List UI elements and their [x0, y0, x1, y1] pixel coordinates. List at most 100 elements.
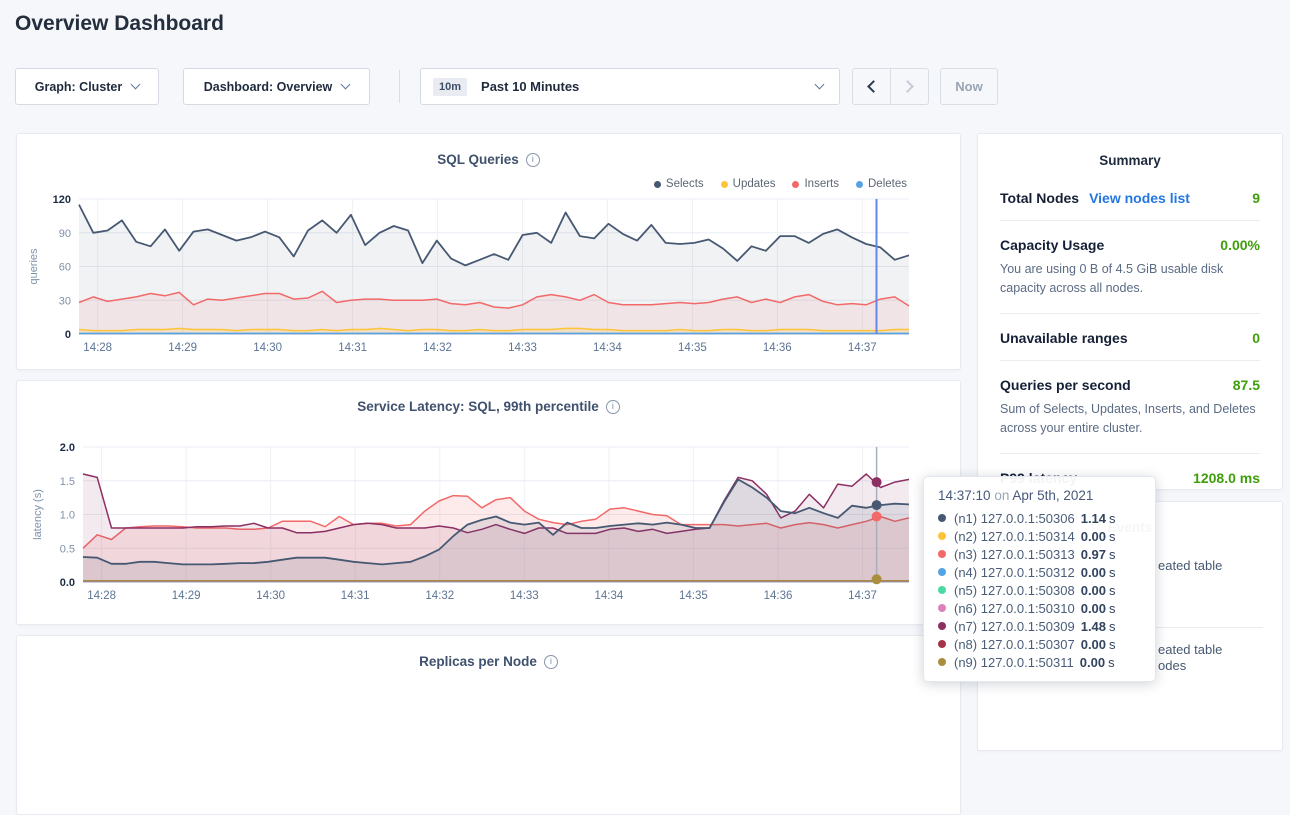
summary-title: Summary	[1099, 153, 1161, 168]
tooltip-row: (n4) 127.0.0.1:50312 0.00 s	[938, 563, 1141, 581]
graph-dropdown[interactable]: Graph: Cluster	[15, 68, 159, 105]
tooltip-node-unit: s	[1109, 564, 1116, 580]
now-button[interactable]: Now	[940, 68, 998, 105]
svg-text:14:31: 14:31	[341, 590, 370, 602]
tooltip-node-value: 1.14	[1080, 510, 1107, 526]
event-list-item[interactable]: odes	[1158, 658, 1187, 673]
svg-text:1.0: 1.0	[60, 510, 75, 522]
sql-queries-chart[interactable]: 0 30 60 90 120 14:28 14:29 14:30 14:31 14:32 14:33…	[17, 134, 960, 369]
tooltip-node-value: 0.00	[1080, 564, 1107, 580]
tooltip-node-label: (n7) 127.0.0.1:50309	[954, 618, 1075, 634]
tooltip-node-unit: s	[1109, 528, 1116, 544]
summary-label: Total Nodes	[1000, 190, 1080, 206]
legend-item[interactable]: Inserts	[792, 178, 839, 190]
tooltip-date: Apr 5th, 2021	[1012, 488, 1094, 503]
dashboard-dropdown[interactable]: Dashboard: Overview	[183, 68, 370, 105]
svg-text:14:28: 14:28	[87, 590, 116, 602]
info-icon[interactable]	[525, 152, 540, 167]
node-color-dot-icon	[938, 568, 946, 576]
svg-text:14:36: 14:36	[763, 342, 792, 354]
svg-text:0.0: 0.0	[60, 577, 75, 589]
chevron-down-icon	[340, 79, 351, 90]
tooltip-node-label: (n1) 127.0.0.1:50306	[954, 510, 1075, 526]
tooltip-node-value: 1.48	[1080, 618, 1107, 634]
node-color-dot-icon	[938, 586, 946, 594]
replicas-per-node-card: Replicas per Node	[16, 635, 961, 815]
legend-label: Inserts	[804, 178, 839, 190]
svg-text:14:30: 14:30	[256, 590, 285, 602]
svg-text:14:31: 14:31	[338, 342, 367, 354]
summary-row-capacity-usage: Capacity Usage 0.00% You are using 0 B o…	[1000, 221, 1260, 314]
svg-text:14:30: 14:30	[253, 342, 282, 354]
svg-text:14:35: 14:35	[678, 342, 707, 354]
tooltip-node-label: (n6) 127.0.0.1:50310	[954, 600, 1075, 616]
time-next-button[interactable]	[890, 68, 929, 105]
svg-text:14:29: 14:29	[172, 590, 201, 602]
tooltip-node-label: (n8) 127.0.0.1:50307	[954, 636, 1075, 652]
svg-text:14:37: 14:37	[848, 590, 877, 602]
legend-item[interactable]: Updates	[720, 178, 775, 190]
tooltip-node-value: 0.00	[1080, 528, 1107, 544]
tooltip-row: (n7) 127.0.0.1:50309 1.48 s	[938, 617, 1141, 635]
summary-row-total-nodes: Total Nodes View nodes list 9	[1000, 174, 1260, 221]
sql-queries-chart-title: SQL Queries	[437, 152, 519, 167]
legend-item[interactable]: Deletes	[856, 178, 907, 190]
info-icon[interactable]	[543, 654, 558, 669]
time-range-badge: 10m	[433, 77, 468, 96]
svg-text:queries: queries	[28, 248, 40, 285]
svg-text:14:33: 14:33	[508, 342, 537, 354]
chevron-down-icon	[814, 79, 825, 90]
legend-dot-icon	[856, 180, 863, 188]
tooltip-node-value: 0.00	[1080, 600, 1107, 616]
event-list-item[interactable]: eated table	[1158, 558, 1223, 573]
info-icon[interactable]	[605, 399, 620, 414]
svg-text:90: 90	[59, 228, 71, 240]
sql-queries-legend: Selects Updates Inserts Deletes	[653, 178, 907, 190]
summary-label: Queries per second	[1000, 376, 1131, 393]
tooltip-row: (n6) 127.0.0.1:50310 0.00 s	[938, 599, 1141, 617]
svg-text:14:34: 14:34	[595, 590, 624, 602]
sql-queries-card: SQL Queries Selects Updates Inserts Deletes…	[16, 133, 961, 370]
summary-description: You are using 0 B of 4.5 GiB usable disk…	[1000, 262, 1224, 296]
tooltip-node-label: (n3) 127.0.0.1:50313	[954, 546, 1075, 562]
svg-text:30: 30	[59, 295, 71, 307]
svg-text:0.5: 0.5	[60, 543, 75, 555]
summary-value: 0	[1252, 329, 1260, 346]
tooltip-node-unit: s	[1108, 654, 1115, 670]
node-color-dot-icon	[938, 514, 946, 522]
time-prev-button[interactable]	[852, 68, 891, 105]
svg-text:2.0: 2.0	[60, 442, 75, 454]
legend-item[interactable]: Selects	[653, 178, 704, 190]
tooltip-node-unit: s	[1109, 600, 1116, 616]
node-color-dot-icon	[938, 604, 946, 612]
tooltip-node-value: 0.00	[1079, 654, 1106, 670]
legend-label: Selects	[665, 178, 704, 190]
chevron-right-icon	[901, 80, 914, 93]
chart-hover-tooltip: 14:37:10 on Apr 5th, 2021 (n1) 127.0.0.1…	[923, 476, 1156, 682]
tooltip-row: (n1) 127.0.0.1:50306 1.14 s	[938, 509, 1141, 527]
tooltip-connector: on	[994, 488, 1010, 503]
tooltip-row: (n2) 127.0.0.1:50314 0.00 s	[938, 527, 1141, 545]
chevron-left-icon	[867, 80, 880, 93]
legend-dot-icon	[653, 180, 661, 188]
tooltip-node-value: 0.00	[1080, 582, 1107, 598]
view-nodes-list-link[interactable]: View nodes list	[1089, 190, 1190, 206]
svg-text:60: 60	[59, 262, 71, 274]
svg-text:14:32: 14:32	[425, 590, 454, 602]
event-list-item[interactable]: eated table	[1158, 642, 1223, 657]
svg-text:0: 0	[65, 329, 71, 341]
node-color-dot-icon	[938, 532, 946, 540]
svg-text:14:35: 14:35	[679, 590, 708, 602]
svg-text:14:34: 14:34	[593, 342, 622, 354]
service-latency-card: Service Latency: SQL, 99th percentile 0.…	[16, 380, 961, 625]
node-color-dot-icon	[938, 550, 946, 558]
summary-value: 87.5	[1232, 376, 1260, 393]
service-latency-chart[interactable]: 0.0 0.5 1.0 1.5 2.0 14:28 14:29 14:30 14:31 14:32…	[17, 381, 960, 624]
summary-description: Sum of Selects, Updates, Inserts, and De…	[1000, 401, 1256, 436]
tooltip-node-value: 0.00	[1080, 636, 1107, 652]
time-range-dropdown[interactable]: 10m Past 10 Minutes	[420, 68, 840, 105]
tooltip-node-value: 0.97	[1080, 546, 1107, 562]
svg-text:14:33: 14:33	[510, 590, 539, 602]
tooltip-node-unit: s	[1109, 636, 1116, 652]
legend-dot-icon	[720, 180, 728, 188]
